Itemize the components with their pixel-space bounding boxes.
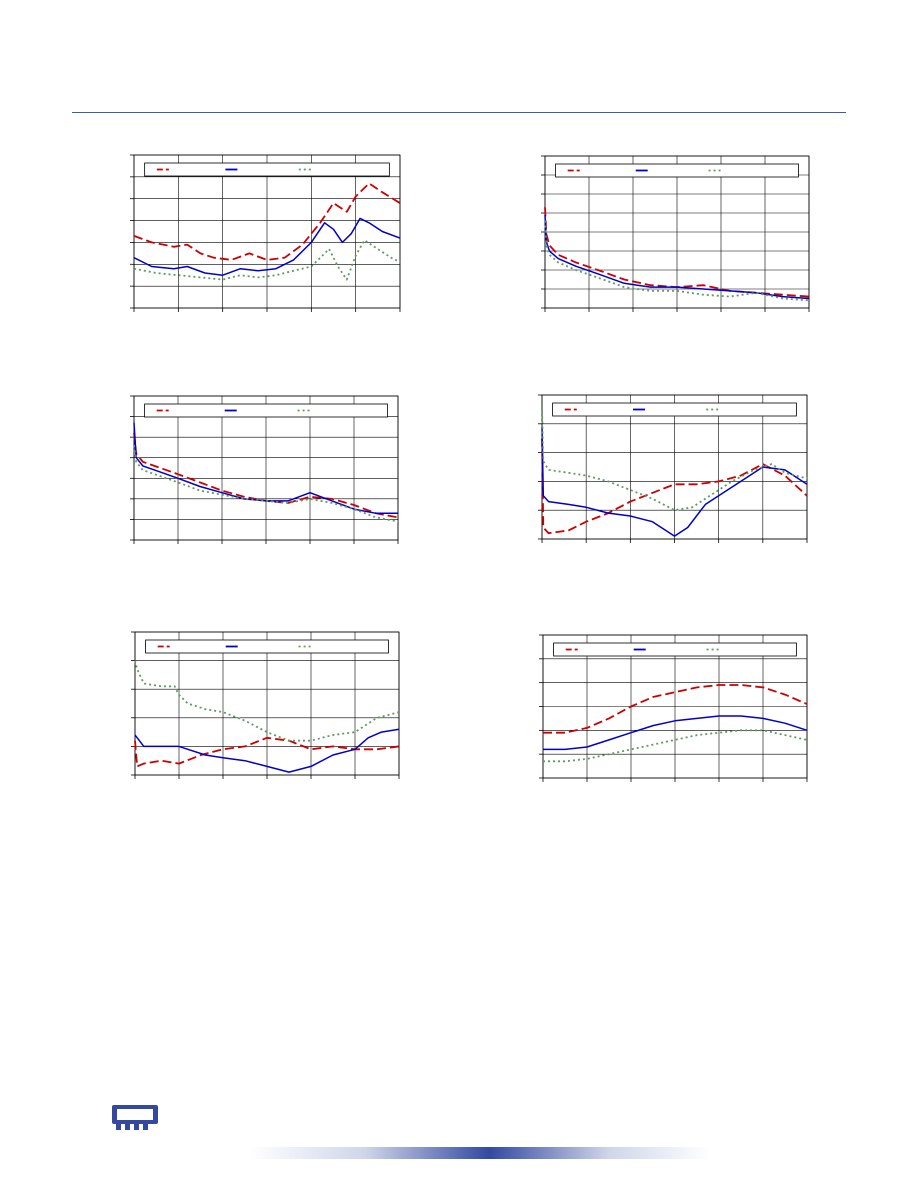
chart-4 [538,394,808,543]
series-line-3 [541,406,808,512]
series-line-2 [133,217,401,276]
series-line-1 [541,438,808,535]
chart-3 [130,395,399,544]
chart-1-plot [130,154,401,312]
series-line-3 [134,660,400,742]
series-line-1 [133,182,401,261]
legend-box [555,163,799,178]
series-line-3 [544,220,810,302]
chart-5 [131,631,400,779]
header-rule [72,112,846,113]
series-line-1 [133,432,399,519]
plot-frame [133,154,401,309]
legend-box [145,639,389,654]
plot-frame [134,631,400,776]
chart-2-plot [541,155,810,312]
chart-5-plot [131,631,400,779]
series-line-2 [544,214,810,300]
memory-module-icon [111,1104,159,1132]
plot-frame [133,395,399,541]
legend-box [144,162,390,177]
plot-frame [542,634,808,779]
chart-6-plot [539,634,808,782]
series-line-3 [133,445,399,523]
series-line-3 [133,239,401,281]
chart-4-plot [538,394,808,543]
legend-box [553,642,797,657]
series-line-2 [541,426,808,537]
legend-box [144,403,388,418]
series-line-2 [134,728,400,773]
chart-3-plot [130,395,399,544]
chart-1 [130,154,401,312]
series-line-2 [543,715,808,751]
chart-6 [539,634,808,782]
footer-gradient-bar [250,1147,710,1159]
chart-2 [541,155,810,312]
series-line-1 [134,736,400,768]
series-line-1 [543,684,808,734]
legend-box [552,402,797,417]
